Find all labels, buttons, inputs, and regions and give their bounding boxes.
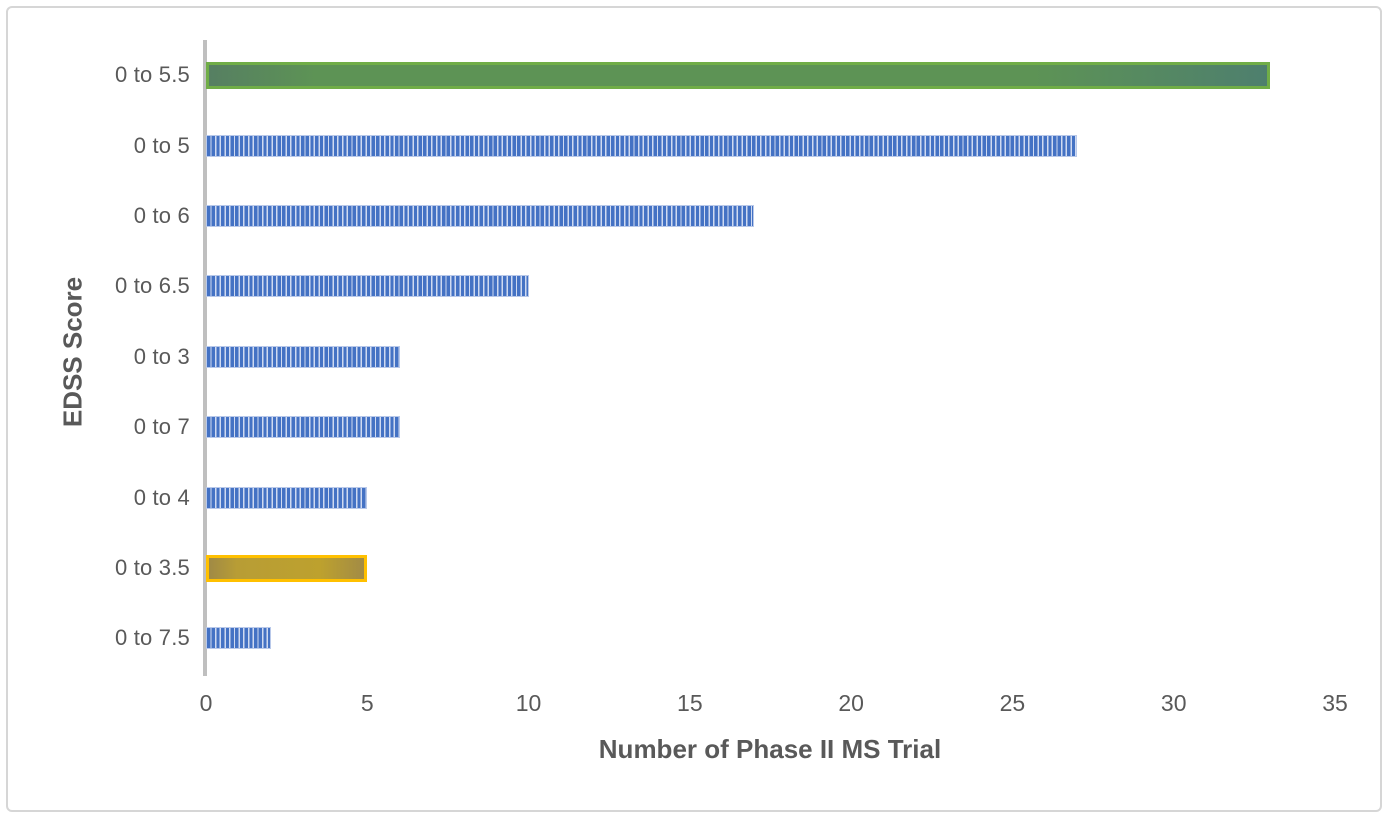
x-axis-tick-label: 20 (838, 690, 864, 716)
bar-0-to-4 (206, 486, 368, 509)
y-category-label: 0 to 7.5 (115, 625, 190, 651)
y-category-label: 0 to 3.5 (115, 554, 190, 580)
bar-0-to-5.5 (206, 61, 1271, 89)
x-axis-tick-label: 10 (515, 690, 542, 716)
bar-0-to-5 (206, 134, 1077, 157)
x-axis-tick-label: 35 (1322, 690, 1348, 716)
bar-0-to-3 (206, 345, 400, 368)
x-axis-tick-label: 0 (199, 690, 213, 716)
bar-0-to-7 (206, 416, 400, 439)
y-category-label: 0 to 7 (133, 414, 190, 440)
x-axis-tick-label: 30 (1160, 690, 1187, 716)
x-axis-tick-label: 5 (360, 690, 374, 716)
x-axis-title: Number of Phase II MS Trial (598, 734, 942, 764)
y-category-label: 0 to 5.5 (115, 62, 190, 88)
bar-0-to-3.5 (206, 554, 368, 582)
bar-0-to-6.5 (206, 275, 529, 298)
y-category-label: 0 to 6.5 (115, 273, 190, 299)
y-category-label: 0 to 5 (133, 132, 190, 158)
bar-0-to-7.5 (206, 627, 271, 650)
y-category-label: 0 to 3 (133, 343, 190, 369)
y-category-label: 0 to 4 (133, 484, 190, 510)
y-axis-line (203, 40, 207, 676)
bar-0-to-6 (206, 205, 755, 227)
x-axis-tick-label: 25 (999, 690, 1026, 716)
x-axis-tick-label: 15 (677, 690, 703, 716)
y-category-label: 0 to 6 (133, 202, 190, 228)
y-axis-title-text: EDSS Score (57, 276, 88, 428)
